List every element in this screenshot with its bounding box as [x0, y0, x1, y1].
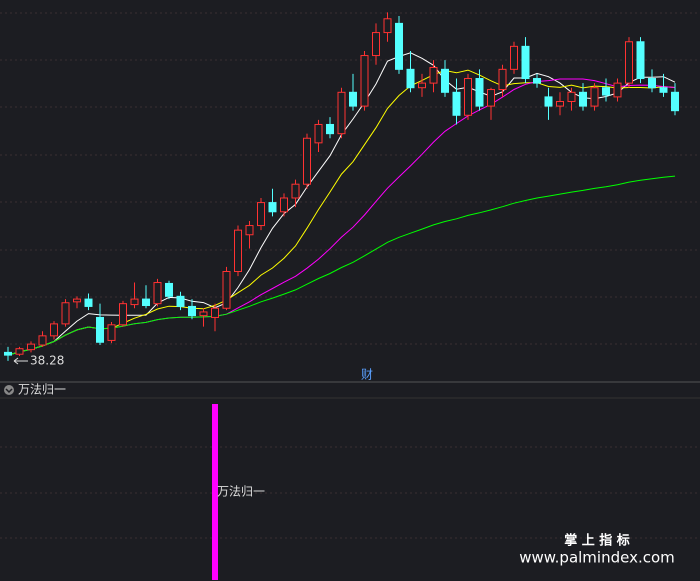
candle-body: [567, 91, 576, 102]
candle-body: [360, 55, 369, 107]
candle-body: [487, 89, 495, 107]
candle-body: [395, 22, 403, 70]
candle-body: [84, 298, 93, 307]
candle-body: [199, 311, 208, 317]
candle-body: [188, 305, 196, 317]
candle-body: [107, 324, 116, 341]
candle-body: [441, 68, 449, 93]
collapse-button[interactable]: [4, 385, 14, 395]
candle-body: [15, 348, 24, 355]
candle-body: [257, 202, 265, 227]
candle-body: [406, 68, 415, 89]
candle-body: [27, 343, 35, 351]
candle-body: [337, 91, 346, 135]
candle-body: [464, 78, 472, 116]
candle-body: [280, 197, 288, 213]
candle-body: [510, 45, 518, 70]
candle-body: [452, 91, 461, 116]
candle-body: [38, 335, 47, 346]
candle-body: [671, 91, 679, 112]
candle-body: [4, 351, 12, 356]
candle-body: [234, 229, 242, 273]
candle-body: [245, 225, 254, 236]
moving-average: [7, 175, 676, 356]
candle-body: [544, 96, 553, 107]
candle-body: [498, 68, 507, 91]
watermark-url: www.palmindex.com: [519, 549, 675, 567]
grid: [0, 12, 700, 539]
candle-body: [590, 87, 599, 107]
candle-body: [291, 183, 300, 199]
collapse-icon: [5, 388, 13, 394]
candle-body: [176, 295, 185, 307]
candle-body: [602, 87, 610, 96]
candle-body: [73, 298, 81, 303]
candle-body: [372, 32, 380, 57]
candle-body: [648, 78, 656, 89]
candle-body: [222, 271, 231, 309]
candle-body: [211, 307, 219, 318]
event-marker[interactable]: 财: [361, 368, 373, 382]
candle-body: [96, 316, 104, 343]
low-label: 38.28: [30, 354, 64, 368]
candle-body: [383, 18, 392, 34]
candle-body: [556, 100, 564, 107]
candle-body: [579, 91, 587, 107]
candle-body: [268, 202, 277, 213]
candle-body: [613, 82, 622, 98]
candle-body: [625, 41, 633, 84]
candle-body: [349, 91, 357, 107]
signal-bar: [212, 404, 218, 580]
candle-body: [521, 45, 530, 80]
candle-body: [475, 78, 484, 107]
candle-body: [636, 41, 645, 80]
candle-body: [119, 303, 127, 326]
candle-body: [153, 282, 162, 305]
indicator-title: 万法归一: [18, 383, 66, 397]
candle-body: [61, 302, 70, 325]
candle-body: [533, 78, 541, 84]
candle-body: [314, 123, 323, 144]
candle-body: [303, 137, 311, 185]
candle-body: [326, 123, 334, 135]
low-arrow-head: [13, 357, 19, 365]
candle-body: [429, 66, 438, 84]
candle-body: [130, 298, 139, 306]
signal-label: 万法归一: [217, 485, 265, 499]
candle-body: [659, 87, 668, 93]
candle-body: [165, 282, 173, 297]
candle-body: [142, 298, 150, 307]
candle-body: [418, 82, 426, 89]
watermark-title: 掌 上 指 标: [564, 533, 630, 549]
candle-body: [50, 323, 58, 337]
